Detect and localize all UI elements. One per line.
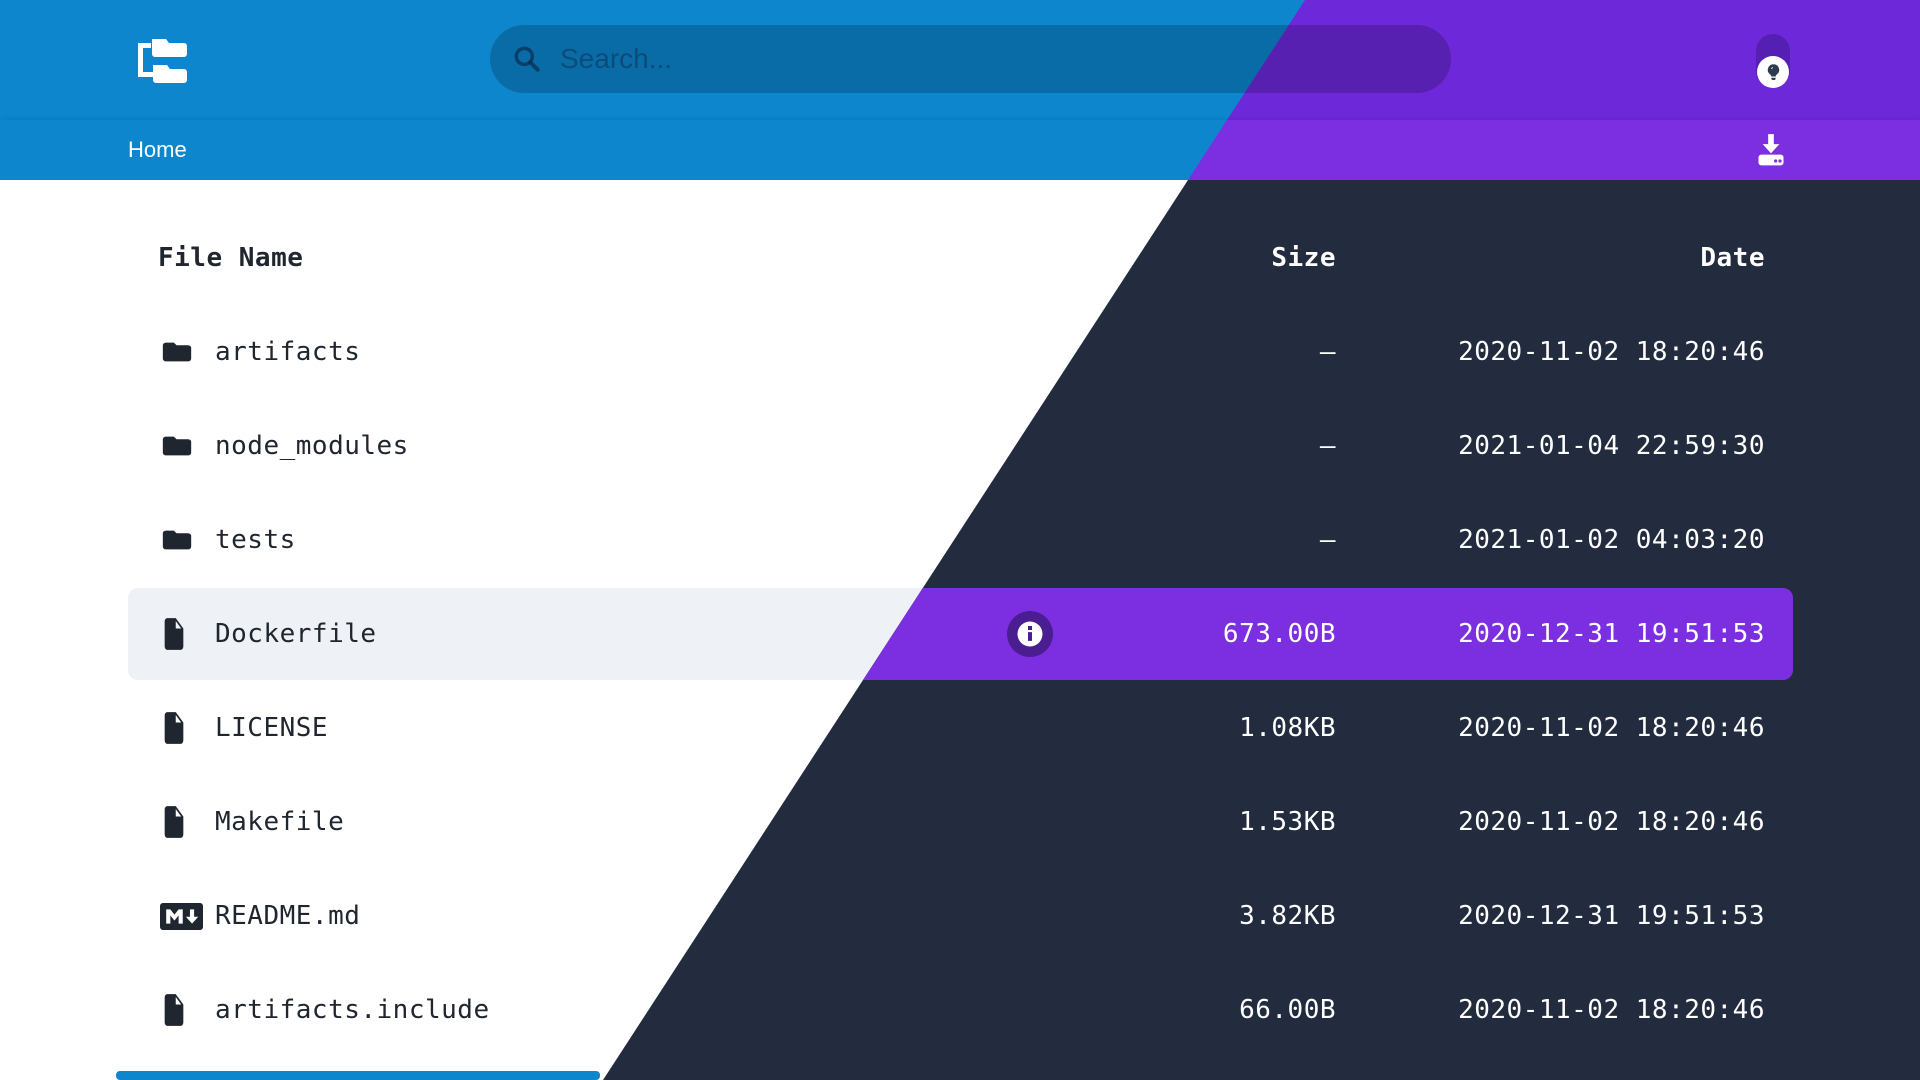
file-date: 2021-01-04 22:59:30 <box>1458 431 1765 461</box>
download-button[interactable] <box>1747 130 1795 172</box>
file-icon <box>160 588 204 680</box>
file-size: 1.53KB <box>1239 807 1336 837</box>
column-header-size[interactable]: Size <box>1271 243 1336 273</box>
scrollbar-thumb[interactable] <box>116 1071 600 1080</box>
info-button[interactable] <box>1007 611 1053 657</box>
table-row-selected[interactable]: Dockerfile 673.00B 2020-12-31 19:51:53 <box>128 588 1793 680</box>
table-row[interactable]: tests — 2021-01-02 04:03:20 <box>128 494 1793 586</box>
breadcrumb-home-link[interactable]: Home <box>128 137 187 162</box>
folder-icon <box>160 494 204 586</box>
file-date: 2020-11-02 18:20:46 <box>1458 713 1765 743</box>
file-date: 2020-11-02 18:20:46 <box>1458 995 1765 1025</box>
file-date: 2020-11-02 18:20:46 <box>1458 807 1765 837</box>
file-date: 2020-11-02 18:20:46 <box>1458 337 1765 367</box>
file-date: 2020-12-31 19:51:53 <box>1458 901 1765 931</box>
file-name: artifacts <box>215 337 361 367</box>
file-size: — <box>1319 337 1336 367</box>
folder-tree-icon[interactable] <box>130 33 188 87</box>
folder-icon <box>160 400 204 492</box>
column-header-file-name[interactable]: File Name <box>158 243 304 273</box>
file-icon <box>160 964 204 1056</box>
file-name: tests <box>215 525 296 555</box>
file-size: — <box>1319 525 1336 555</box>
table-row[interactable]: artifacts — 2020-11-02 18:20:46 <box>128 306 1793 398</box>
file-date: 2020-12-31 19:51:53 <box>1458 619 1765 649</box>
file-name: README.md <box>215 901 361 931</box>
file-name: Dockerfile <box>215 619 377 649</box>
search-input[interactable] <box>490 25 1451 93</box>
file-date: 2021-01-02 04:03:20 <box>1458 525 1765 555</box>
file-name: LICENSE <box>215 713 329 743</box>
info-icon <box>1017 621 1043 647</box>
file-icon <box>160 776 204 868</box>
file-icon <box>160 682 204 774</box>
theme-toggle[interactable] <box>1756 34 1790 88</box>
file-size: — <box>1319 431 1336 461</box>
file-name: artifacts.include <box>215 995 490 1025</box>
file-size: 1.08KB <box>1239 713 1336 743</box>
table-row[interactable]: README.md 3.82KB 2020-12-31 19:51:53 <box>128 870 1793 962</box>
file-name: Makefile <box>215 807 345 837</box>
folder-icon <box>160 306 204 398</box>
breadcrumb: Home <box>0 120 1920 180</box>
table-row[interactable]: node_modules — 2021-01-04 22:59:30 <box>128 400 1793 492</box>
table-header-row: File Name Size Date <box>128 232 1793 284</box>
markdown-icon <box>160 870 204 962</box>
table-row[interactable]: Makefile 1.53KB 2020-11-02 18:20:46 <box>128 776 1793 868</box>
file-size: 3.82KB <box>1239 901 1336 931</box>
column-header-date[interactable]: Date <box>1700 243 1765 273</box>
file-name: node_modules <box>215 431 409 461</box>
file-size: 66.00B <box>1239 995 1336 1025</box>
file-size: 673.00B <box>1222 619 1336 649</box>
table-row[interactable]: artifacts.include 66.00B 2020-11-02 18:2… <box>128 964 1793 1056</box>
download-icon <box>1758 134 1784 166</box>
table-row[interactable]: LICENSE 1.08KB 2020-11-02 18:20:46 <box>128 682 1793 774</box>
